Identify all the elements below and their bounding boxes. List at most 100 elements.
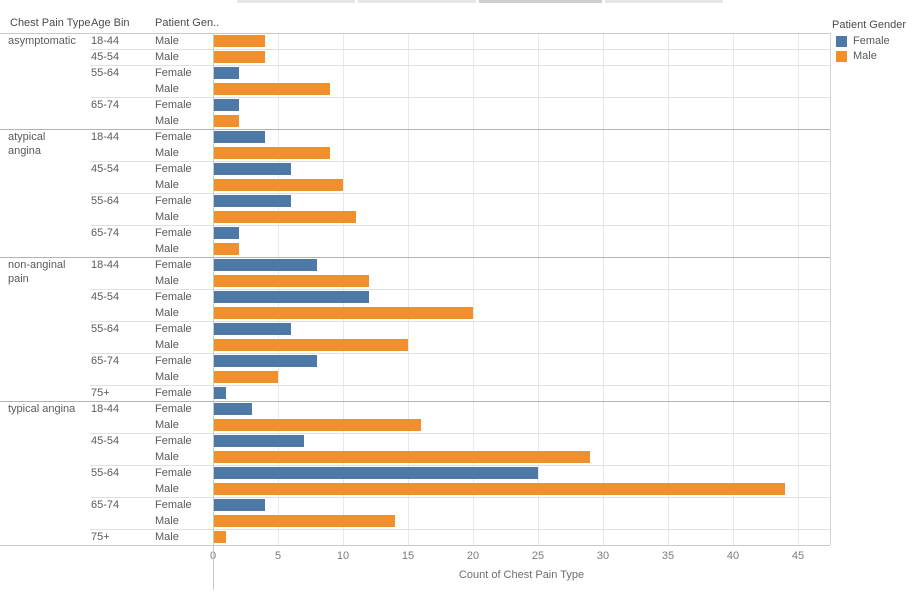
bar-male[interactable] <box>213 83 330 95</box>
gender-label[interactable]: Male <box>155 275 179 287</box>
age-bin-label[interactable]: 55-64 <box>91 323 120 335</box>
bar-male[interactable] <box>213 515 395 527</box>
bar-female[interactable] <box>213 435 304 447</box>
gender-label[interactable]: Female <box>155 195 192 207</box>
bar-male[interactable] <box>213 51 265 63</box>
age-bin-label[interactable]: 55-64 <box>91 67 120 79</box>
bar-female[interactable] <box>213 67 239 79</box>
bar-male[interactable] <box>213 115 239 127</box>
age-bin-label[interactable]: 55-64 <box>91 195 120 207</box>
tab-strip-segment[interactable] <box>358 0 476 3</box>
gender-label[interactable]: Female <box>155 131 192 143</box>
age-bin-label[interactable]: 45-54 <box>91 435 120 447</box>
age-bin-separator <box>90 97 830 98</box>
bar-male[interactable] <box>213 147 330 159</box>
tab-strip-segment[interactable] <box>237 0 355 3</box>
age-bin-label[interactable]: 65-74 <box>91 99 120 111</box>
tab-strip-segment[interactable] <box>605 0 723 3</box>
gender-label[interactable]: Female <box>155 227 192 239</box>
chest-pain-type-label[interactable]: atypical angina <box>8 131 46 157</box>
bar-female[interactable] <box>213 387 226 399</box>
bar-female[interactable] <box>213 195 291 207</box>
bar-female[interactable] <box>213 355 317 367</box>
gender-label[interactable]: Male <box>155 83 179 95</box>
gender-label[interactable]: Male <box>155 115 179 127</box>
age-bin-separator <box>90 65 830 66</box>
legend-swatch-male[interactable] <box>836 51 847 62</box>
tab-strip-segment[interactable] <box>479 0 602 3</box>
gender-label[interactable]: Female <box>155 387 192 399</box>
bar-female[interactable] <box>213 163 291 175</box>
bar-female[interactable] <box>213 499 265 511</box>
gender-label[interactable]: Male <box>155 371 179 383</box>
age-bin-label[interactable]: 75+ <box>91 531 110 543</box>
bar-female[interactable] <box>213 131 265 143</box>
gender-label[interactable]: Female <box>155 259 192 271</box>
gender-label[interactable]: Male <box>155 51 179 63</box>
gender-label[interactable]: Male <box>155 419 179 431</box>
gender-label[interactable]: Female <box>155 291 192 303</box>
group-separator <box>0 401 830 402</box>
gender-label[interactable]: Female <box>155 435 192 447</box>
age-bin-label[interactable]: 45-54 <box>91 291 120 303</box>
bar-male[interactable] <box>213 483 785 495</box>
bar-female[interactable] <box>213 403 252 415</box>
gender-label[interactable]: Female <box>155 99 192 111</box>
bar-female[interactable] <box>213 259 317 271</box>
age-bin-label[interactable]: 45-54 <box>91 163 120 175</box>
bar-female[interactable] <box>213 99 239 111</box>
age-bin-label[interactable]: 65-74 <box>91 499 120 511</box>
axis-title: Count of Chest Pain Type <box>458 569 585 581</box>
age-bin-label[interactable]: 65-74 <box>91 227 120 239</box>
gender-label[interactable]: Male <box>155 307 179 319</box>
chest-pain-type-label[interactable]: asymptomatic <box>8 35 76 47</box>
bar-male[interactable] <box>213 451 590 463</box>
age-bin-label[interactable]: 45-54 <box>91 51 120 63</box>
bar-female[interactable] <box>213 291 369 303</box>
chest-pain-type-label[interactable]: non-anginal pain <box>8 259 66 285</box>
bar-female[interactable] <box>213 467 538 479</box>
gender-label[interactable]: Male <box>155 179 179 191</box>
axis-tick-label: 30 <box>596 550 610 562</box>
gender-label[interactable]: Male <box>155 451 179 463</box>
bar-female[interactable] <box>213 227 239 239</box>
gender-label[interactable]: Female <box>155 67 192 79</box>
gender-label[interactable]: Male <box>155 243 179 255</box>
bar-male[interactable] <box>213 275 369 287</box>
gender-label[interactable]: Male <box>155 339 179 351</box>
gender-label[interactable]: Male <box>155 531 179 543</box>
gender-label[interactable]: Male <box>155 211 179 223</box>
legend-title: Patient Gender <box>832 19 906 31</box>
gender-label[interactable]: Female <box>155 323 192 335</box>
bar-male[interactable] <box>213 371 278 383</box>
bar-male[interactable] <box>213 243 239 255</box>
gender-label[interactable]: Female <box>155 355 192 367</box>
age-bin-label[interactable]: 18-44 <box>91 131 120 143</box>
gender-label[interactable]: Male <box>155 147 179 159</box>
chest-pain-type-label[interactable]: typical angina <box>8 403 76 415</box>
age-bin-label[interactable]: 55-64 <box>91 467 120 479</box>
gender-label[interactable]: Male <box>155 515 179 527</box>
gender-label[interactable]: Female <box>155 499 192 511</box>
gender-label[interactable]: Male <box>155 35 179 47</box>
axis-line <box>0 545 830 546</box>
bar-male[interactable] <box>213 419 421 431</box>
age-bin-label[interactable]: 18-44 <box>91 35 120 47</box>
bar-male[interactable] <box>213 339 408 351</box>
bar-male[interactable] <box>213 179 343 191</box>
bar-male[interactable] <box>213 531 226 543</box>
age-bin-label[interactable]: 75+ <box>91 387 110 399</box>
gender-label[interactable]: Female <box>155 403 192 415</box>
bar-female[interactable] <box>213 323 291 335</box>
age-bin-label[interactable]: 65-74 <box>91 355 120 367</box>
gender-label[interactable]: Female <box>155 467 192 479</box>
age-bin-label[interactable]: 18-44 <box>91 403 120 415</box>
bar-male[interactable] <box>213 211 356 223</box>
legend-swatch-female[interactable] <box>836 36 847 47</box>
bar-male[interactable] <box>213 307 473 319</box>
gender-label[interactable]: Male <box>155 483 179 495</box>
bar-male[interactable] <box>213 35 265 47</box>
gender-label[interactable]: Female <box>155 163 192 175</box>
age-bin-separator <box>90 289 830 290</box>
age-bin-label[interactable]: 18-44 <box>91 259 120 271</box>
